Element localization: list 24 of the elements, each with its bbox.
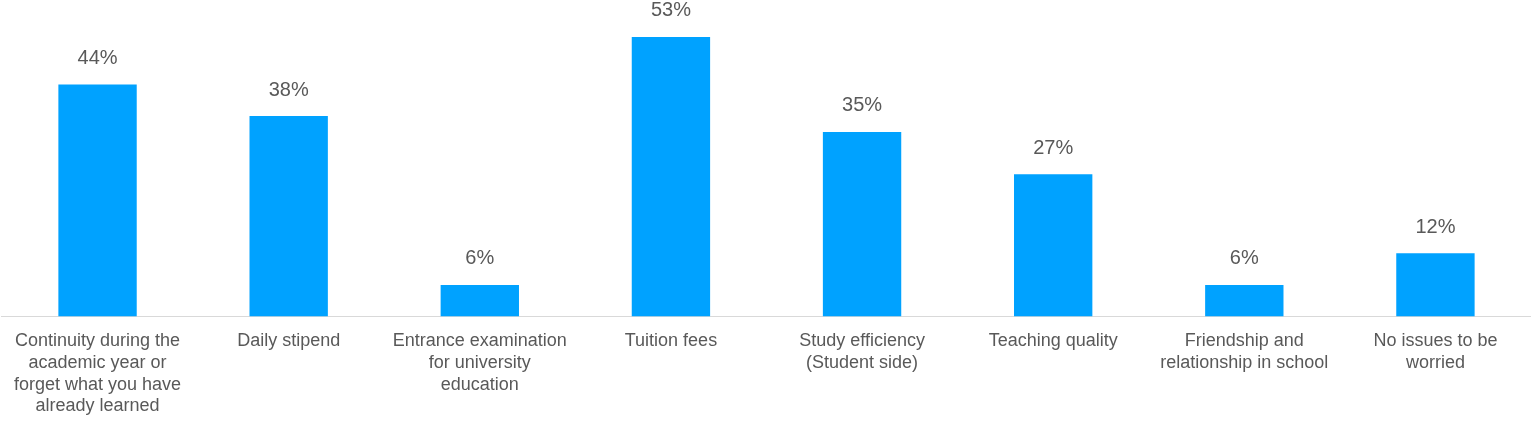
x-tick-label: Daily stipend xyxy=(237,330,341,351)
x-tick-label: Tuition fees xyxy=(624,330,718,351)
bar xyxy=(58,84,137,317)
x-tick-label: Teaching quality xyxy=(988,330,1118,351)
bar xyxy=(249,116,328,317)
data-label: 44% xyxy=(77,45,118,68)
data-label: 35% xyxy=(842,93,883,116)
bar xyxy=(1014,174,1093,317)
bar xyxy=(1396,253,1475,317)
data-label: 27% xyxy=(1033,135,1074,158)
bar xyxy=(822,131,902,317)
x-tick-label: Entrance examination for university education xyxy=(392,330,567,394)
bar xyxy=(440,284,519,317)
bar xyxy=(1205,284,1284,317)
x-tick-label: No issues to be worried xyxy=(1373,330,1498,372)
data-label: 38% xyxy=(268,77,309,100)
x-tick-label: Continuity during the academic year or forget what you have already learned xyxy=(14,330,182,416)
bar xyxy=(631,36,711,317)
data-label: 12% xyxy=(1415,214,1456,237)
data-label: 6% xyxy=(465,246,495,269)
x-tick-label: Study efficiency (Student side) xyxy=(799,330,925,372)
data-label: 6% xyxy=(1229,246,1259,269)
x-tick-label: Friendship and relationship in school xyxy=(1160,330,1329,372)
data-label: 53% xyxy=(650,0,692,21)
